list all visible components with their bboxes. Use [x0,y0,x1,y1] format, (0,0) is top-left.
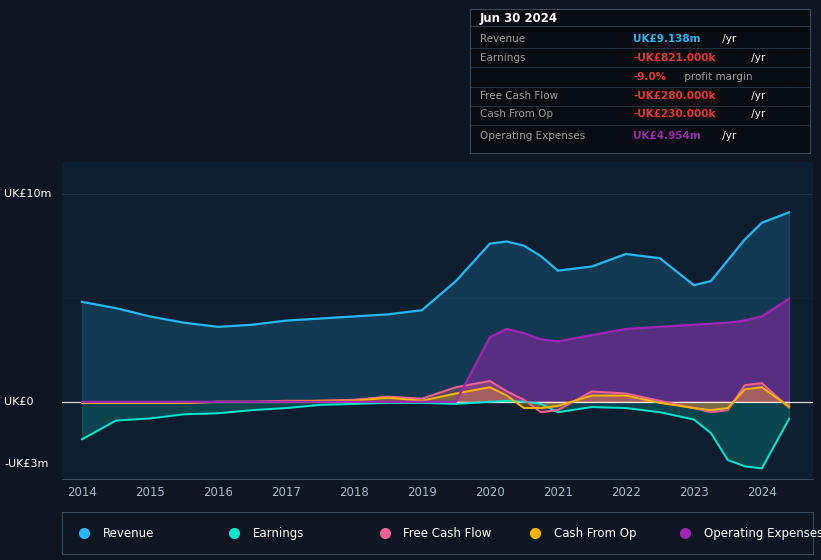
Text: Revenue: Revenue [103,527,154,540]
Text: /yr: /yr [748,91,765,101]
Text: Operating Expenses: Operating Expenses [704,527,821,540]
Text: Jun 30 2024: Jun 30 2024 [479,12,558,25]
Text: /yr: /yr [719,131,736,141]
Text: UK£4.954m: UK£4.954m [633,131,701,141]
Text: -9.0%: -9.0% [633,72,667,82]
Text: UK£0: UK£0 [4,397,34,407]
Text: profit margin: profit margin [681,72,752,82]
Text: Cash From Op: Cash From Op [553,527,636,540]
Text: Revenue: Revenue [479,34,525,44]
Text: Cash From Op: Cash From Op [479,109,553,119]
Text: Free Cash Flow: Free Cash Flow [403,527,492,540]
Text: Operating Expenses: Operating Expenses [479,131,585,141]
Text: Earnings: Earnings [479,53,525,63]
Text: -UK£821.000k: -UK£821.000k [633,53,716,63]
Text: -UK£280.000k: -UK£280.000k [633,91,716,101]
Text: UK£9.138m: UK£9.138m [633,34,700,44]
Text: -UK£230.000k: -UK£230.000k [633,109,716,119]
Text: Free Cash Flow: Free Cash Flow [479,91,558,101]
Text: /yr: /yr [748,53,765,63]
Text: UK£10m: UK£10m [4,189,52,199]
Text: Earnings: Earnings [253,527,305,540]
Text: /yr: /yr [719,34,736,44]
Text: -UK£3m: -UK£3m [4,459,48,469]
Text: /yr: /yr [748,109,765,119]
